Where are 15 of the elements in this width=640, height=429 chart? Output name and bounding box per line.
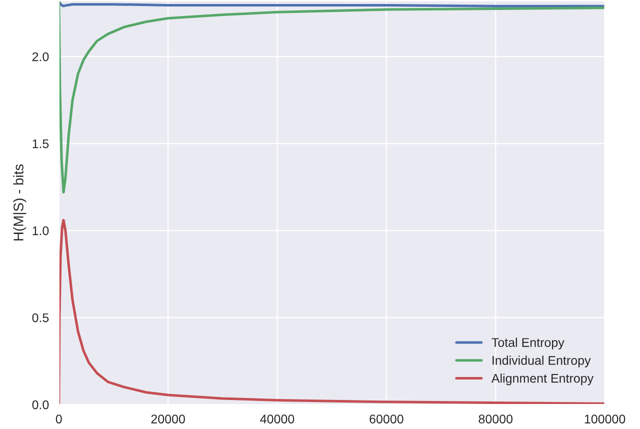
x-tick-label: 60000 bbox=[370, 414, 404, 424]
legend-label: Individual Entropy bbox=[492, 356, 591, 368]
y-tick-label: 0.0 bbox=[32, 400, 49, 410]
x-tick-label: 40000 bbox=[260, 414, 294, 424]
y-axis-title: H(M|S) - bits bbox=[13, 164, 26, 240]
y-tick-label: 1.0 bbox=[32, 226, 49, 236]
x-tick-label: 100000 bbox=[584, 414, 626, 424]
y-tick-label: 2.0 bbox=[32, 52, 49, 62]
x-tick-label: 80000 bbox=[478, 414, 513, 424]
legend-label: Alignment Entropy bbox=[491, 374, 594, 386]
x-tick-label: 20000 bbox=[151, 414, 185, 424]
y-tick-label: 0.5 bbox=[32, 313, 49, 322]
legend-label: Total Entropy bbox=[492, 338, 564, 350]
y-tick-label: 1.5 bbox=[32, 139, 49, 148]
x-tick-label: 0 bbox=[56, 414, 62, 424]
